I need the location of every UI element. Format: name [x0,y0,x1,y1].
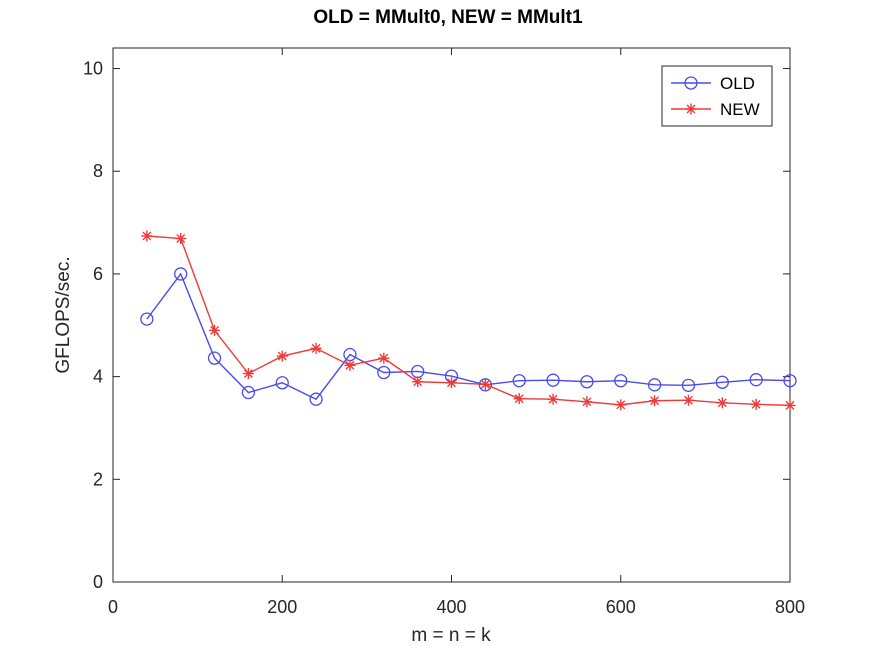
data-point-new [310,342,322,354]
data-point-new [412,376,424,388]
y-tick-label: 0 [93,572,103,592]
data-point-new [479,378,491,390]
x-tick-label: 200 [267,597,297,617]
x-axis-label: m = n = k [411,625,491,646]
data-point-new [716,397,728,409]
data-point-new [175,232,187,244]
data-point-new [547,393,559,405]
data-point-old [275,376,289,390]
series-layer [140,230,797,411]
legend-label-new: NEW [720,100,760,119]
data-point-old [512,374,526,388]
data-point-new [141,230,153,242]
x-tick-label: 0 [108,597,118,617]
data-point-old [309,392,323,406]
data-point-new [276,350,288,362]
data-point-new [682,394,694,406]
series-new [141,230,796,411]
data-point-new [209,324,221,336]
data-point-new [378,352,390,364]
data-point-old [749,373,763,387]
data-point-new [784,399,796,411]
y-tick-label: 4 [93,367,103,387]
y-tick-label: 6 [93,264,103,284]
y-tick-label: 10 [83,59,103,79]
data-point-new [513,393,525,405]
data-point-new [581,396,593,408]
legend-label-old: OLD [720,74,755,93]
data-point-old [140,312,154,326]
data-point-old [207,351,222,365]
legend-marker-new [685,103,697,115]
data-point-old [377,365,391,380]
data-point-old [715,375,729,389]
axis-ticks: 0 200 400 600 800 0 2 4 6 8 10 [83,48,805,617]
data-point-old [614,374,628,388]
data-point-new [750,398,762,410]
data-point-old [241,385,256,400]
chart-title: OLD = MMult0, NEW = MMult1 [313,7,583,28]
data-point-old [647,378,662,392]
y-tick-label: 8 [93,161,103,181]
data-point-old [783,374,797,388]
data-point-new [649,395,661,407]
x-tick-label: 800 [775,597,805,617]
legend-box [661,65,773,127]
data-point-new [615,399,627,411]
x-tick-label: 600 [606,597,636,617]
legend: OLD NEW [661,65,773,127]
data-point-old [681,378,696,392]
y-tick-label: 2 [93,469,103,489]
data-point-new [242,368,254,380]
legend-marker-old [684,76,698,90]
series-line-new [146,235,791,407]
data-point-new [344,359,356,371]
data-point-old [174,267,188,281]
data-point-old [580,375,594,389]
data-point-old [546,373,560,387]
data-point-new [446,377,457,389]
y-axis-label: GFLOPS/sec. [53,256,74,373]
x-tick-label: 400 [436,597,466,617]
plot-area [112,47,791,583]
